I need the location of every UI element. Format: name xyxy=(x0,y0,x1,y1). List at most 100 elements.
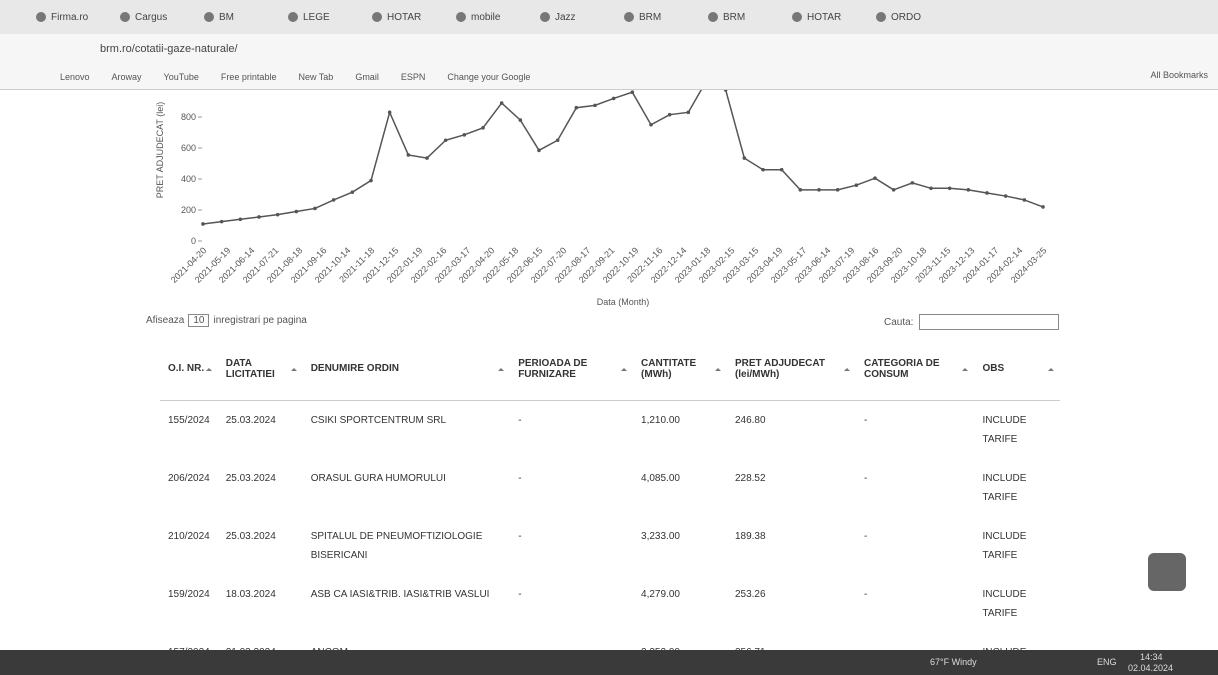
bookmark[interactable]: YouTube xyxy=(164,72,199,82)
table-cell: 4,085.00 xyxy=(633,459,727,517)
tab[interactable]: Cargus xyxy=(114,5,194,29)
table-cell: 18.03.2024 xyxy=(218,575,303,633)
bookmark[interactable]: New Tab xyxy=(298,72,333,82)
point xyxy=(481,126,485,130)
address-bar: brm.ro/cotatii-gaze-naturale/ xyxy=(0,34,1218,64)
search-label: Cauta: xyxy=(884,317,913,328)
point xyxy=(500,101,504,105)
table-cell: INCLUDE TARIFE xyxy=(974,517,1060,575)
point xyxy=(369,179,373,183)
point xyxy=(407,153,411,157)
point xyxy=(631,90,635,94)
point xyxy=(743,156,747,160)
table-cell: 25.03.2024 xyxy=(218,459,303,517)
scroll-top-button[interactable] xyxy=(1148,553,1186,591)
point xyxy=(668,113,672,117)
point xyxy=(313,207,317,211)
point xyxy=(836,188,840,192)
tab[interactable]: HOTAR xyxy=(366,5,446,29)
show-prefix: Afiseaza xyxy=(146,315,184,326)
point xyxy=(1041,205,1045,209)
table-cell: ANCOM xyxy=(303,633,511,651)
search: Cauta: xyxy=(884,314,1059,330)
page-size-select[interactable]: 10 xyxy=(188,314,209,327)
column-header[interactable]: PERIOADA DE FURNIZARE xyxy=(510,338,633,400)
tab[interactable]: ORDO xyxy=(870,5,950,29)
point xyxy=(948,187,952,191)
table-cell: 189.38 xyxy=(727,517,856,575)
bookmarks-bar: Lenovo Aroway YouTube Free printable New Tab… xyxy=(0,64,1218,90)
point xyxy=(892,188,896,192)
table-cell: 157/2024 xyxy=(160,633,218,651)
table-cell: INCLUDE TARIFE xyxy=(974,575,1060,633)
tab[interactable]: BM xyxy=(198,5,278,29)
tab[interactable]: BRM xyxy=(618,5,698,29)
bookmark[interactable]: Free printable xyxy=(221,72,277,82)
table-cell: 210/2024 xyxy=(160,517,218,575)
table-cell: 256.71 xyxy=(727,633,856,651)
tab[interactable]: BRM xyxy=(702,5,782,29)
show-suffix: inregistrari pe pagina xyxy=(213,315,306,326)
column-header[interactable]: O.I. NR. xyxy=(160,338,218,400)
tab[interactable]: Jazz xyxy=(534,5,614,29)
bookmark[interactable]: Aroway xyxy=(112,72,142,82)
point xyxy=(220,220,224,224)
table-cell: INCLUDE TARIFE xyxy=(974,400,1060,459)
table-cell: - xyxy=(510,575,633,633)
point xyxy=(967,188,971,192)
point xyxy=(985,191,989,195)
column-header[interactable]: CANTITATE (MWh) xyxy=(633,338,727,400)
y-tick-label: 800 xyxy=(181,112,196,122)
page: BRM {"browser": { "tabs": ["Firma.ro", "… xyxy=(0,0,1218,675)
time: 14:34 xyxy=(1140,652,1163,662)
bookmark[interactable]: Change your Google xyxy=(447,72,530,82)
point xyxy=(929,187,933,191)
url[interactable]: brm.ro/cotatii-gaze-naturale/ xyxy=(100,43,238,55)
taskbar: 67°F Windy ENG 14:34 02.04.2024 xyxy=(0,650,1218,675)
column-header[interactable]: CATEGORIA DE CONSUM xyxy=(856,338,975,400)
table-cell: INCLUDE xyxy=(974,633,1060,651)
point xyxy=(201,222,205,226)
table-cell: CSIKI SPORTCENTRUM SRL xyxy=(303,400,511,459)
point xyxy=(388,111,392,115)
point xyxy=(276,213,280,217)
tab[interactable]: Firma.ro xyxy=(30,5,110,29)
table-row: 157/202421.03.2024ANCOM-2,352.00256.71-I… xyxy=(160,633,1060,651)
point xyxy=(761,168,765,172)
point xyxy=(295,210,299,214)
column-header[interactable]: PRET ADJUDECAT (lei/MWh) xyxy=(727,338,856,400)
bookmark[interactable]: Lenovo xyxy=(60,72,90,82)
table-cell: 25.03.2024 xyxy=(218,517,303,575)
table-cell: - xyxy=(510,400,633,459)
table-cell: - xyxy=(856,400,975,459)
point xyxy=(519,118,523,122)
table-cell: INCLUDE TARIFE xyxy=(974,459,1060,517)
point xyxy=(612,97,616,101)
bookmark[interactable]: ESPN xyxy=(401,72,426,82)
point xyxy=(780,168,784,172)
table-cell: 21.03.2024 xyxy=(218,633,303,651)
table-cell: SPITALUL DE PNEUMOFTIZIOLOGIE BISERICANI xyxy=(303,517,511,575)
column-header[interactable]: OBS xyxy=(974,338,1060,400)
x-axis-label: Data (Month) xyxy=(597,297,650,307)
lang: ENG xyxy=(1097,657,1117,667)
point xyxy=(537,149,541,153)
tab[interactable]: mobile xyxy=(450,5,530,29)
search-box[interactable] xyxy=(919,314,1059,330)
y-tick-label: 600 xyxy=(181,143,196,153)
tab[interactable]: HOTAR xyxy=(786,5,866,29)
point xyxy=(817,188,821,192)
all-bookmarks[interactable]: All Bookmarks xyxy=(1150,70,1208,80)
tab[interactable]: LEGE xyxy=(282,5,362,29)
point xyxy=(799,188,803,192)
table-cell: - xyxy=(856,575,975,633)
column-header[interactable]: DATA LICITATIEI xyxy=(218,338,303,400)
bookmark[interactable]: Gmail xyxy=(355,72,379,82)
column-header[interactable]: DENUMIRE ORDIN xyxy=(303,338,511,400)
table-cell: 253.26 xyxy=(727,575,856,633)
point xyxy=(911,181,915,185)
